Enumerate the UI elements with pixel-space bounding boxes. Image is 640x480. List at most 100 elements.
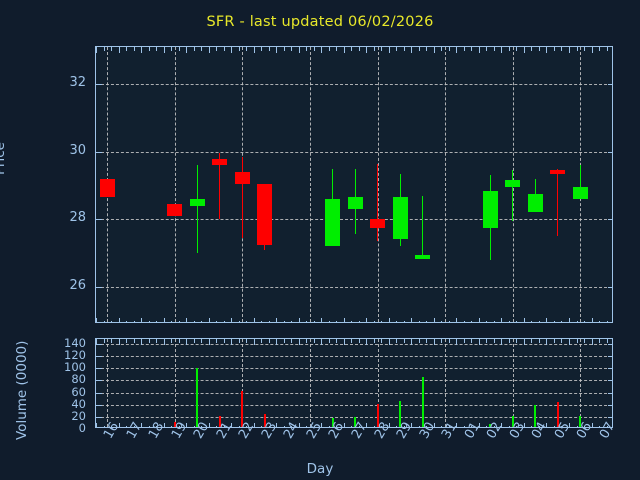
x-tick <box>426 425 428 427</box>
vertical-gridline <box>580 47 582 322</box>
x-tick <box>298 47 300 53</box>
vertical-gridline <box>512 339 514 427</box>
x-tick <box>501 339 503 345</box>
y-tick <box>608 368 612 370</box>
x-tick <box>268 339 270 343</box>
x-tick <box>283 339 285 343</box>
y-tick <box>96 368 102 370</box>
x-tick <box>133 425 135 427</box>
candlestick-30 <box>415 254 431 259</box>
y-tick <box>608 380 612 382</box>
x-tick <box>103 339 105 343</box>
volume-bar-26 <box>331 418 334 427</box>
x-tick <box>471 47 473 51</box>
x-tick <box>133 339 135 343</box>
x-tick <box>584 339 585 343</box>
x-tick <box>493 47 495 51</box>
x-tick <box>193 339 195 343</box>
x-tick <box>253 318 255 322</box>
candlestick-29 <box>392 197 408 240</box>
x-tick <box>231 318 233 322</box>
x-tick <box>441 320 443 322</box>
x-tick <box>313 425 315 427</box>
x-tick <box>373 425 375 427</box>
x-tick <box>246 320 248 322</box>
x-tick <box>178 320 180 322</box>
horizontal-gridline <box>96 286 612 288</box>
candle-wick <box>557 168 559 237</box>
x-tick <box>463 339 465 343</box>
x-tick <box>426 339 428 343</box>
y-tick <box>608 404 612 406</box>
x-tick <box>328 320 330 322</box>
x-tick <box>388 423 390 427</box>
x-tick <box>599 47 600 51</box>
x-tick <box>111 320 112 322</box>
vertical-gridline <box>174 339 176 427</box>
x-tick <box>111 47 112 51</box>
x-tick <box>261 425 263 427</box>
x-tick <box>561 425 563 427</box>
x-tick <box>486 339 488 343</box>
volume-tick-label: 120 <box>64 348 86 363</box>
x-tick <box>584 320 585 322</box>
volume-bar-02 <box>489 424 492 427</box>
vertical-gridline <box>580 339 582 427</box>
candlestick-21 <box>212 158 228 166</box>
x-tick <box>448 339 450 343</box>
x-tick <box>366 423 368 427</box>
x-tick <box>193 425 195 427</box>
volume-bar-22 <box>241 391 244 427</box>
horizontal-gridline <box>96 356 612 357</box>
x-tick <box>599 339 600 343</box>
candlestick-04 <box>527 193 543 213</box>
x-tick <box>336 339 338 343</box>
x-tick <box>156 47 158 51</box>
x-tick <box>171 320 173 322</box>
y-tick <box>96 356 102 357</box>
y-tick <box>608 356 612 357</box>
x-tick <box>336 47 338 51</box>
candlestick-19 <box>167 204 183 216</box>
x-tick <box>516 320 518 322</box>
x-tick <box>523 423 525 427</box>
x-tick <box>396 320 398 322</box>
candlestick-27 <box>347 197 363 210</box>
y-tick <box>608 392 612 394</box>
x-tick <box>351 320 353 322</box>
x-tick <box>576 425 578 427</box>
x-tick <box>538 339 540 343</box>
y-tick <box>608 151 612 153</box>
x-tick <box>208 423 210 427</box>
x-tick <box>373 320 375 322</box>
x-tick <box>366 318 368 322</box>
x-tick <box>321 423 323 427</box>
x-tick <box>276 423 278 427</box>
volume-bar-28 <box>376 403 379 427</box>
y-tick <box>96 151 102 153</box>
volume-tick-label: 80 <box>71 372 86 387</box>
x-tick <box>576 320 578 322</box>
x-tick <box>253 339 255 345</box>
volume-bar-30 <box>421 377 424 427</box>
x-tick <box>599 425 600 427</box>
x-tick <box>396 47 398 51</box>
x-tick <box>328 339 330 343</box>
x-tick <box>456 47 458 53</box>
x-tick <box>471 320 473 322</box>
x-tick <box>358 339 360 343</box>
x-tick <box>508 47 510 51</box>
x-tick <box>253 423 255 427</box>
x-tick <box>148 425 150 427</box>
x-tick <box>569 339 570 345</box>
vertical-gridline <box>310 47 311 322</box>
x-tick <box>606 339 608 343</box>
x-tick <box>313 320 315 322</box>
volume-tick-label: 60 <box>71 384 86 399</box>
x-tick <box>471 425 473 427</box>
candlestick-02 <box>482 190 498 228</box>
y-tick <box>96 286 102 288</box>
x-tick <box>201 320 203 322</box>
volume-bar-03 <box>511 415 514 427</box>
horizontal-gridline <box>96 151 612 153</box>
